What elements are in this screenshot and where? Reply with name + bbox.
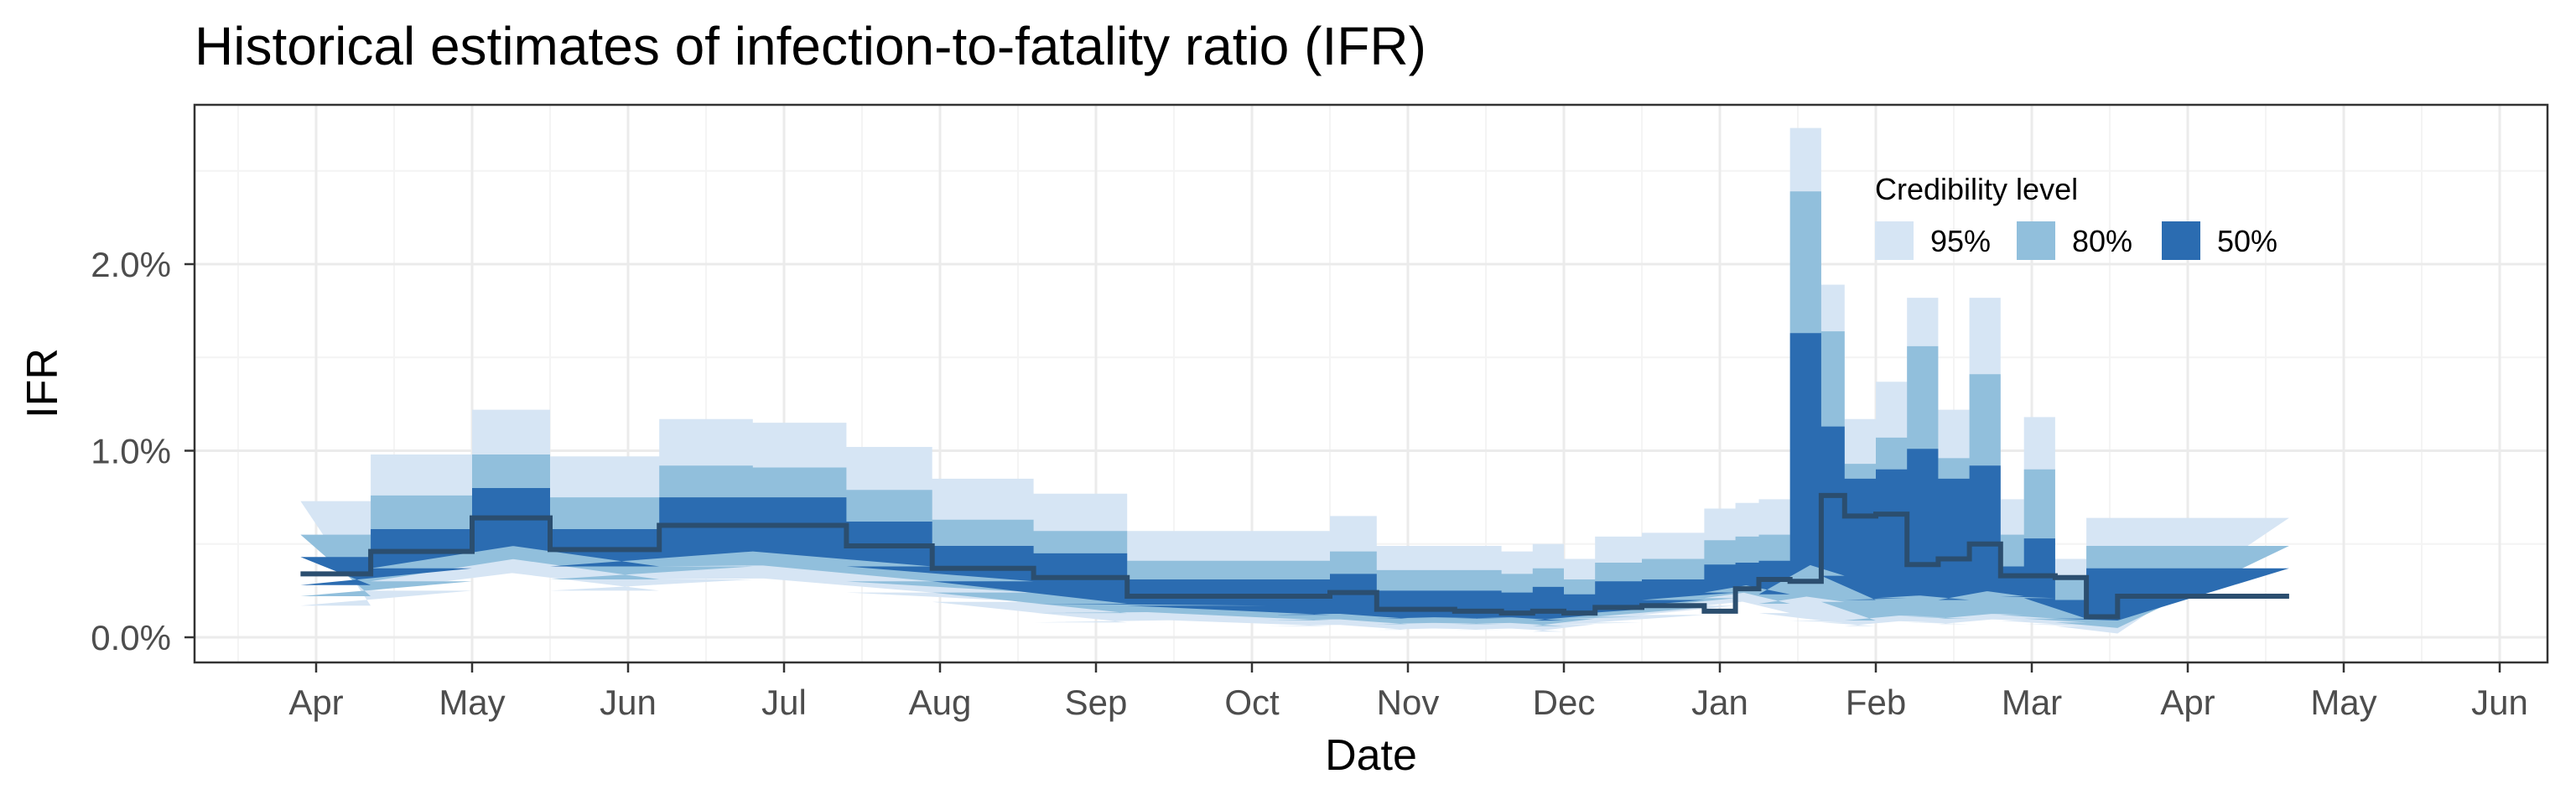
x-tick-label: Apr — [2160, 683, 2215, 722]
x-tick-label: Apr — [288, 683, 343, 722]
x-tick-label: Mar — [2002, 683, 2062, 722]
y-tick-label: 1.0% — [91, 432, 171, 471]
plot-panel-border — [193, 103, 2549, 664]
legend-label: 80% — [2072, 224, 2132, 258]
legend-key — [2017, 221, 2055, 260]
x-tick-label: Jul — [761, 683, 807, 722]
median-estimate-line — [300, 492, 2289, 620]
median-line — [300, 492, 2289, 620]
x-axis: Apr May Jun Jul Aug Sep Oct Nov Dec Jan Feb Mar Apr M… — [288, 662, 2528, 722]
legend-key — [1875, 221, 1914, 260]
legend: Credibility level 95% 80% 50% — [1875, 172, 2277, 260]
credibility-bands — [300, 127, 2289, 634]
x-tick-label: Jun — [600, 683, 657, 722]
legend-key — [2162, 221, 2200, 260]
x-tick-label: Nov — [1377, 683, 1440, 722]
y-axis-title: IFR — [18, 348, 67, 418]
x-tick-label: Oct — [1224, 683, 1280, 722]
x-tick-label: Jan — [1691, 683, 1748, 722]
x-axis-title: Date — [1325, 731, 1417, 780]
legend-label: 50% — [2217, 224, 2277, 258]
y-tick-label: 2.0% — [91, 245, 171, 284]
x-tick-label: Sep — [1065, 683, 1128, 722]
x-tick-label: Dec — [1533, 683, 1596, 722]
x-tick-label: May — [439, 683, 505, 722]
chart-title: Historical estimates of infection-to-fat… — [195, 16, 1426, 76]
band-50pct — [300, 333, 2289, 621]
x-tick-label: Jun — [2471, 683, 2528, 722]
x-tick-label: May — [2310, 683, 2376, 722]
legend-title: Credibility level — [1875, 172, 2078, 206]
x-tick-label: Aug — [909, 683, 972, 722]
y-axis: 0.0% 1.0% 2.0% — [91, 245, 195, 657]
x-tick-label: Feb — [1846, 683, 1906, 722]
y-tick-label: 0.0% — [91, 618, 171, 657]
legend-label: 95% — [1930, 224, 1991, 258]
